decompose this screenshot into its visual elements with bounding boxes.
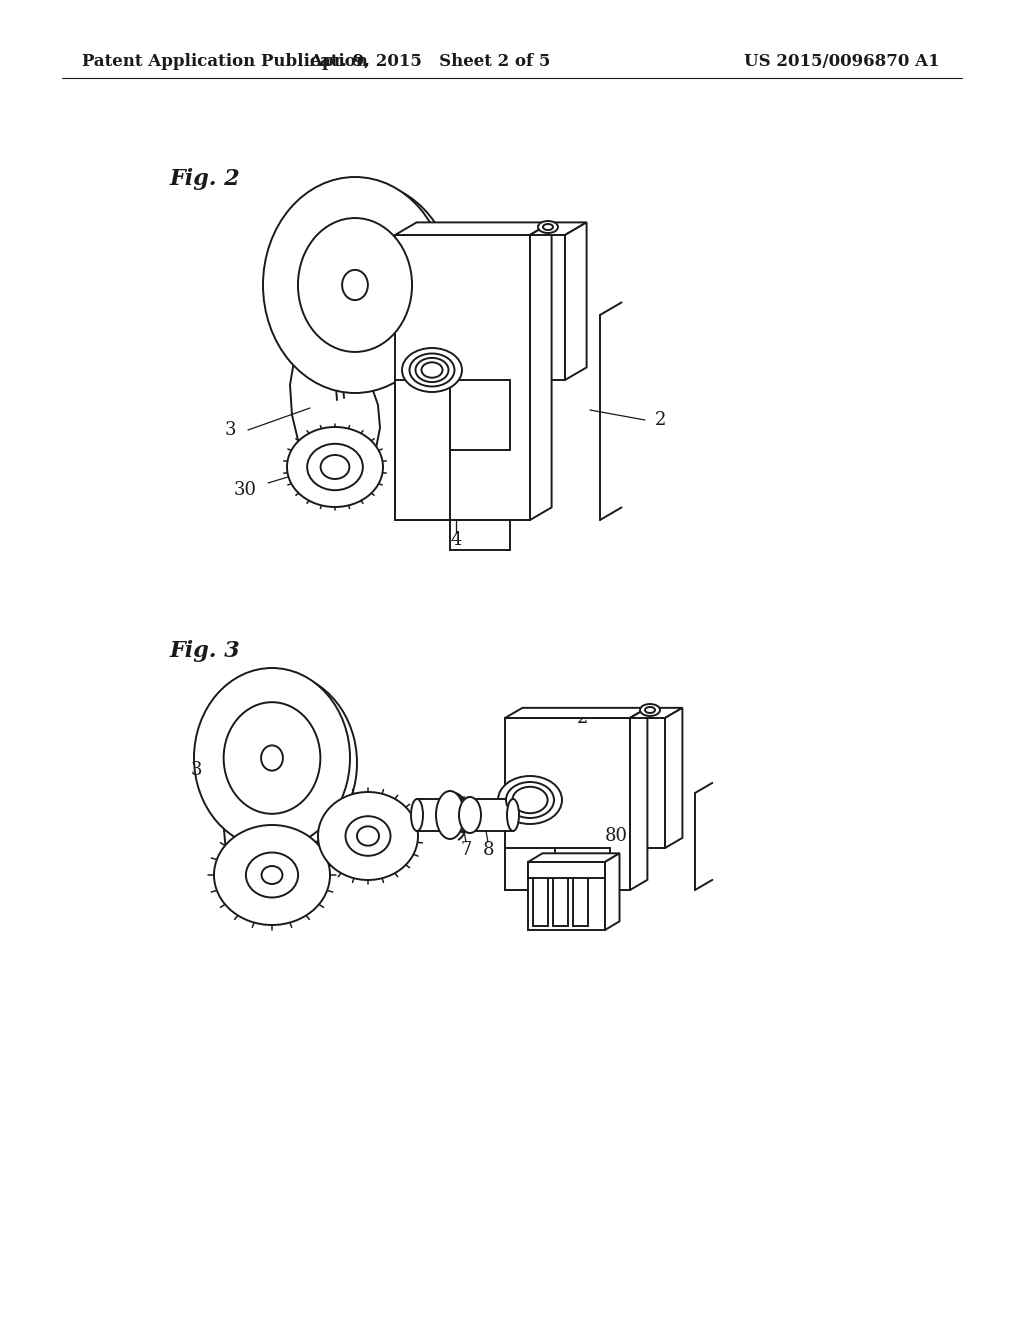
Ellipse shape [298, 218, 412, 352]
Ellipse shape [318, 792, 418, 880]
Polygon shape [290, 310, 380, 470]
Polygon shape [630, 708, 682, 718]
Ellipse shape [261, 866, 283, 884]
Polygon shape [530, 222, 587, 235]
Polygon shape [505, 847, 555, 890]
Polygon shape [417, 799, 513, 832]
Ellipse shape [506, 781, 554, 818]
Ellipse shape [538, 220, 558, 234]
Ellipse shape [357, 826, 379, 846]
Text: Fig. 2: Fig. 2 [170, 168, 241, 190]
Ellipse shape [321, 455, 349, 479]
Polygon shape [534, 866, 548, 927]
Ellipse shape [194, 668, 350, 847]
Ellipse shape [459, 797, 481, 833]
Ellipse shape [436, 791, 464, 840]
Ellipse shape [411, 799, 423, 832]
Ellipse shape [645, 708, 655, 713]
Text: 3: 3 [190, 762, 202, 779]
Polygon shape [530, 222, 552, 520]
Polygon shape [395, 222, 552, 235]
Polygon shape [528, 862, 605, 931]
Ellipse shape [261, 746, 283, 771]
Ellipse shape [246, 853, 298, 898]
Ellipse shape [640, 704, 660, 715]
Ellipse shape [507, 799, 519, 832]
Text: 2: 2 [654, 411, 666, 429]
Text: US 2015/0096870 A1: US 2015/0096870 A1 [744, 54, 940, 70]
Polygon shape [224, 774, 302, 884]
Polygon shape [530, 235, 565, 380]
Ellipse shape [342, 269, 368, 300]
Ellipse shape [543, 224, 553, 230]
Text: 2: 2 [577, 709, 588, 727]
Polygon shape [553, 866, 568, 927]
Text: 4: 4 [629, 853, 640, 871]
Text: 8: 8 [482, 841, 494, 859]
Ellipse shape [422, 362, 442, 378]
Ellipse shape [410, 354, 455, 387]
Text: 30: 30 [233, 480, 256, 499]
Text: 4: 4 [451, 531, 462, 549]
Ellipse shape [345, 816, 390, 855]
Polygon shape [565, 222, 587, 380]
Ellipse shape [498, 776, 562, 824]
Text: 80: 80 [604, 828, 628, 845]
Polygon shape [505, 718, 630, 890]
Text: 70: 70 [522, 859, 546, 876]
Ellipse shape [223, 702, 321, 814]
Text: Apr. 9, 2015   Sheet 2 of 5: Apr. 9, 2015 Sheet 2 of 5 [309, 54, 551, 70]
Text: Fig. 3: Fig. 3 [170, 640, 241, 663]
Polygon shape [395, 380, 450, 520]
Ellipse shape [416, 358, 449, 381]
Text: 30: 30 [369, 851, 391, 869]
Polygon shape [630, 708, 647, 890]
Polygon shape [665, 708, 682, 847]
Ellipse shape [402, 348, 462, 392]
Ellipse shape [512, 787, 548, 813]
Ellipse shape [287, 426, 383, 507]
Polygon shape [573, 866, 588, 927]
Text: Patent Application Publication: Patent Application Publication [82, 54, 368, 70]
Polygon shape [528, 853, 620, 862]
Polygon shape [450, 380, 510, 450]
Text: 3: 3 [224, 421, 236, 440]
Ellipse shape [263, 177, 447, 393]
Polygon shape [605, 853, 620, 931]
Ellipse shape [307, 444, 362, 490]
Polygon shape [528, 862, 605, 878]
Text: 7: 7 [461, 841, 472, 859]
Polygon shape [505, 708, 647, 718]
Polygon shape [395, 235, 530, 520]
Ellipse shape [214, 825, 330, 925]
Polygon shape [630, 718, 665, 847]
Polygon shape [555, 847, 610, 913]
